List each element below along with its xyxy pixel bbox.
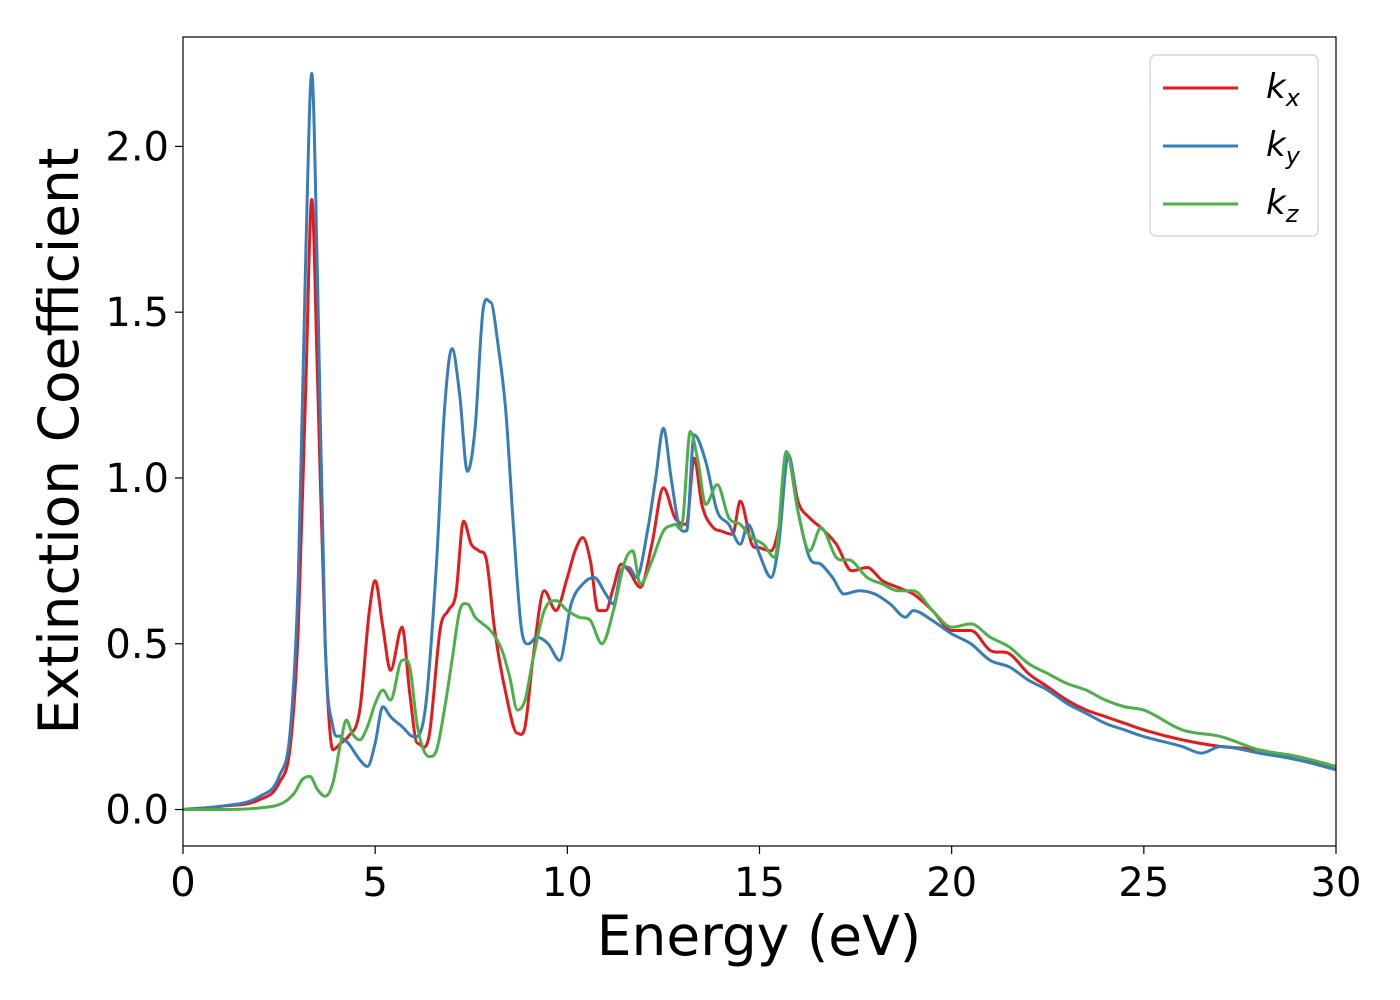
legend-label-y: ky bbox=[1266, 125, 1301, 170]
series-line-z bbox=[182, 430, 1337, 812]
y-tick-label: 1.5 bbox=[105, 290, 169, 336]
series-layer bbox=[182, 71, 1337, 812]
x-axis-title: Energy (eV) bbox=[597, 904, 921, 968]
x-tick-label: 30 bbox=[1311, 860, 1362, 906]
y-tick-label: 2.0 bbox=[105, 124, 169, 170]
x-tick-label: 15 bbox=[734, 860, 785, 906]
x-tick-label: 10 bbox=[542, 860, 593, 906]
y-tick-label: 0.0 bbox=[105, 788, 169, 834]
x-axis: 0 5 10 15 20 25 30 bbox=[170, 846, 1361, 906]
x-tick-label: 25 bbox=[1118, 860, 1169, 906]
legend-label-z: kz bbox=[1266, 183, 1300, 228]
y-tick-label: 0.5 bbox=[105, 622, 169, 668]
y-tick-label: 1.0 bbox=[105, 456, 169, 502]
x-tick-label: 0 bbox=[170, 860, 195, 906]
x-tick-label: 5 bbox=[362, 860, 387, 906]
y-axis: 0.0 0.5 1.0 1.5 2.0 bbox=[105, 124, 183, 834]
legend-label-x: kx bbox=[1266, 67, 1301, 112]
series-line-y bbox=[182, 71, 1337, 812]
x-tick-label: 20 bbox=[926, 860, 977, 906]
y-axis-title: Extinction Coefficient bbox=[27, 148, 91, 735]
legend: kx ky kz bbox=[1149, 54, 1319, 237]
